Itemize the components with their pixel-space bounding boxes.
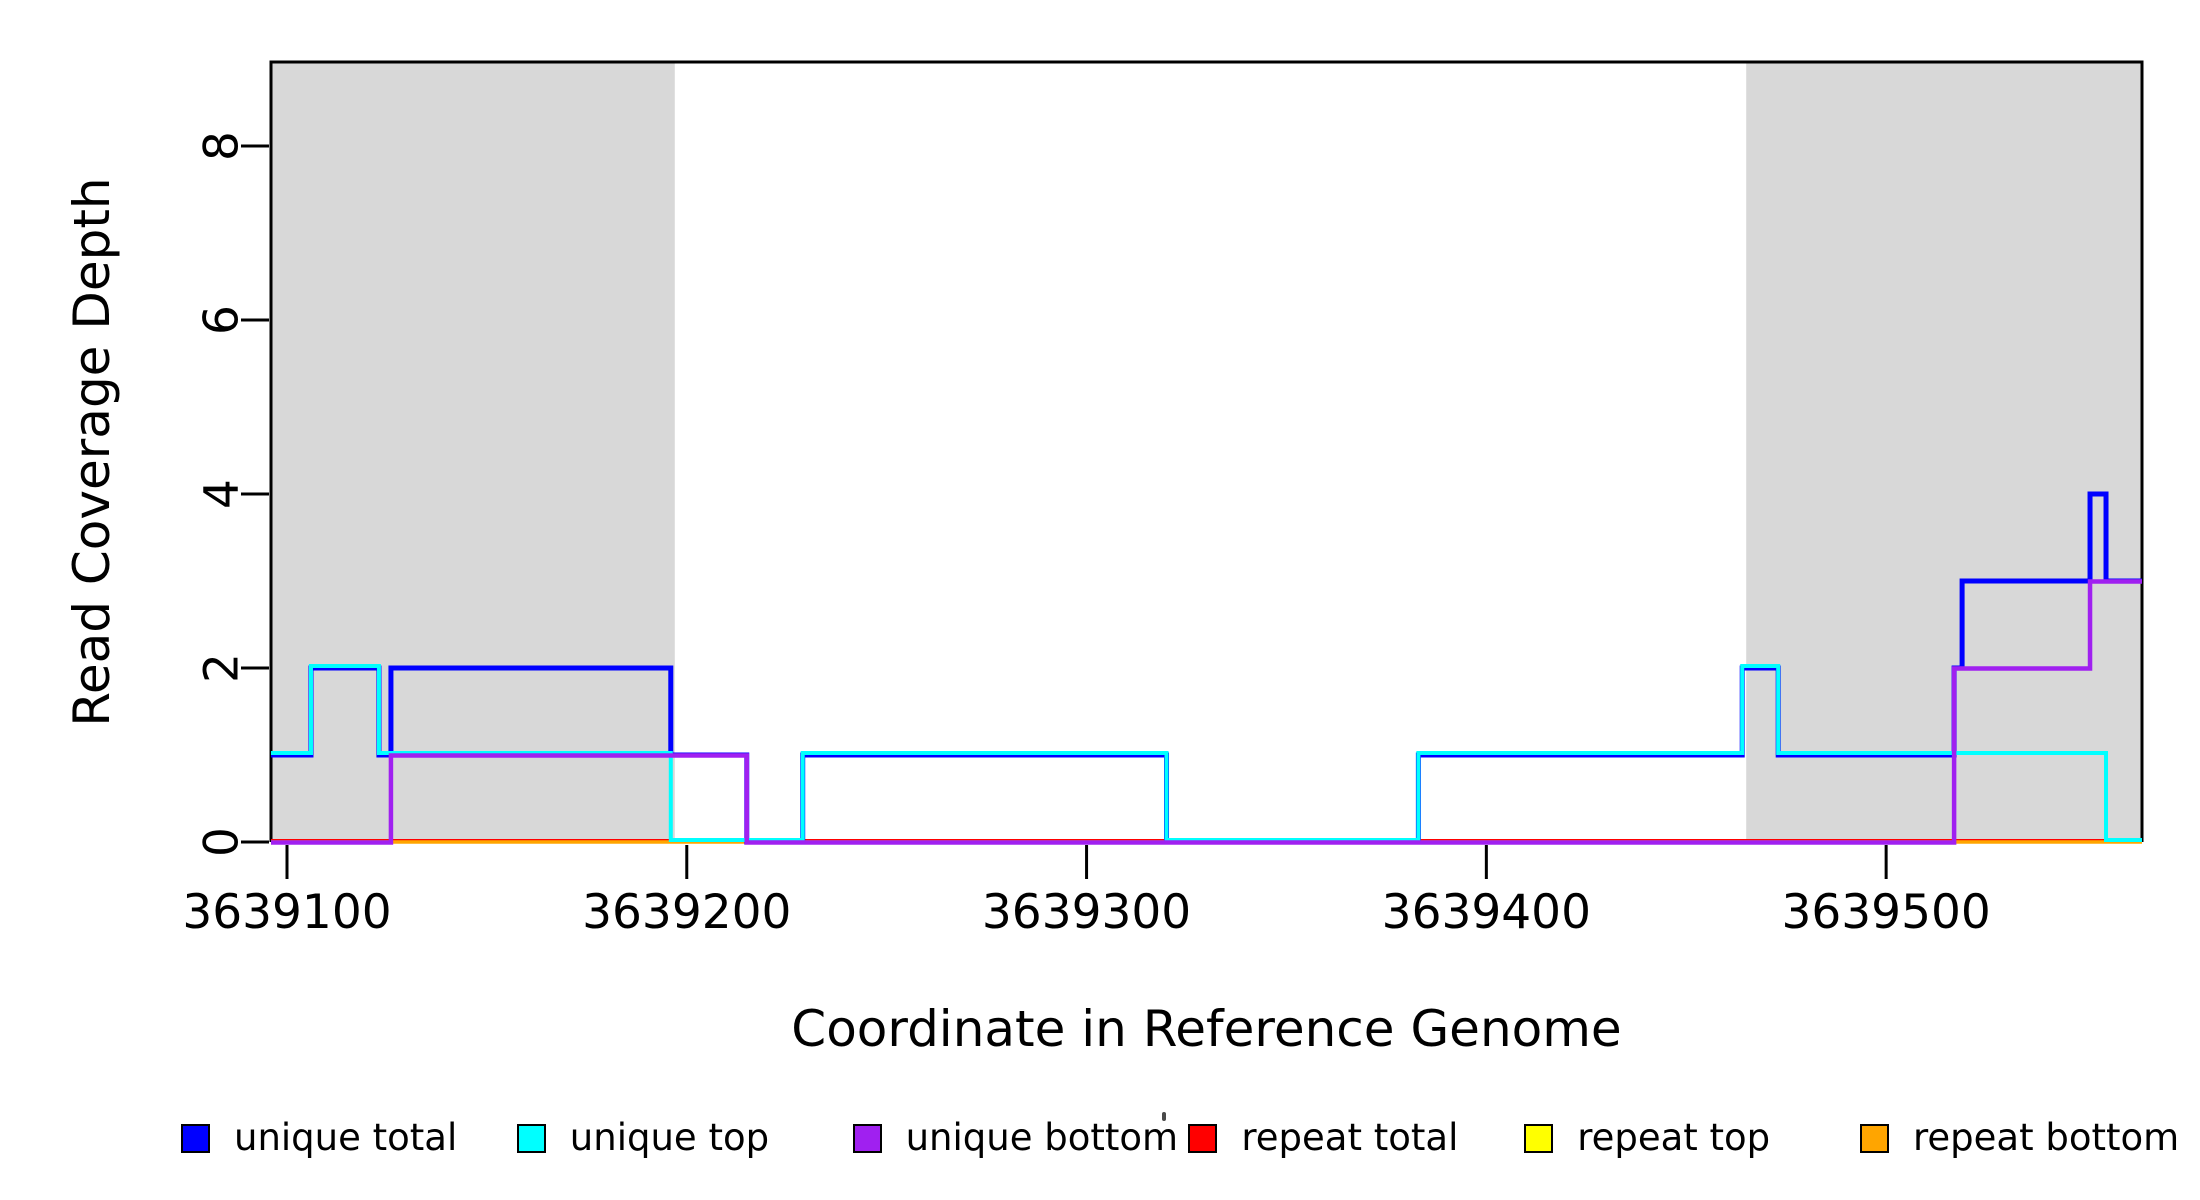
legend-label: repeat total: [1241, 1116, 1459, 1159]
legend-item-unique-total: unique total: [181, 1118, 457, 1158]
legend-label: unique total: [234, 1116, 458, 1159]
legend-swatch-repeat-bottom: [1860, 1123, 1889, 1153]
legend-swatch-unique-top: [516, 1123, 546, 1153]
repeat-region-left: [271, 62, 675, 842]
legend-label: repeat bottom: [1913, 1116, 2180, 1159]
series-unique-bottom: [271, 579, 2142, 845]
plot-box: [269, 60, 2144, 842]
legend-swatch-unique-bottom: [852, 1123, 882, 1153]
y-tick-label: 2: [195, 653, 250, 683]
repeat-region-right: [1746, 62, 2142, 842]
series-unique-top: [271, 664, 2142, 842]
legend-item-repeat-top: repeat top: [1524, 1118, 1770, 1158]
y-tick-label: 4: [195, 479, 250, 509]
x-axis-title: Coordinate in Reference Genome: [791, 1000, 1622, 1058]
legend-swatch-repeat-total: [1188, 1123, 1218, 1153]
legend-label: unique bottom: [905, 1116, 1179, 1159]
legend-label: unique top: [569, 1116, 770, 1159]
x-tick-label: 3639500: [1781, 885, 1990, 940]
legend-swatch-repeat-top: [1524, 1123, 1554, 1153]
y-tick-label: 6: [195, 305, 250, 335]
y-tick-label: 8: [195, 131, 250, 161]
y-axis-title: Read Coverage Depth: [63, 177, 121, 727]
stray-mark: [1162, 1112, 1166, 1121]
legend-item-repeat-bottom: repeat bottom: [1860, 1118, 2179, 1158]
x-tick-label: 3639100: [182, 885, 391, 940]
legend-item-repeat-total: repeat total: [1188, 1118, 1458, 1158]
legend-item-unique-bottom: unique bottom: [852, 1116, 1179, 1159]
x-tick-label: 3639200: [582, 885, 791, 940]
x-tick-label: 3639300: [982, 885, 1191, 940]
legend-label: repeat top: [1577, 1116, 1771, 1159]
x-tick-label: 3639400: [1382, 885, 1591, 940]
legend-swatch-unique-total: [181, 1123, 210, 1153]
legend-item-unique-top: unique top: [516, 1116, 770, 1159]
y-tick-label: 0: [195, 827, 250, 857]
